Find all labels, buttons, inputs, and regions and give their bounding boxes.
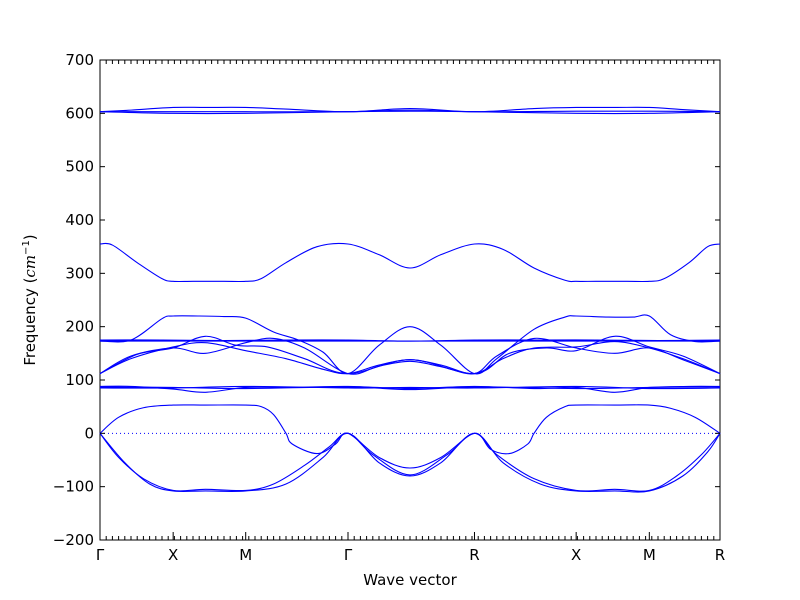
band-line-1 [99,106,721,113]
band-line-13 [99,385,721,390]
band-line-7 [99,339,721,342]
band-series-group [99,106,721,493]
x-tick-label: M [239,546,252,564]
y-tick-label: 200 [65,318,94,336]
band-line-9 [99,337,721,375]
y-tick-label: 0 [84,424,94,442]
band-line-5 [99,314,721,375]
band-line-11 [99,385,721,393]
x-tick-label: Γ [344,546,353,564]
y-tick-label: 600 [65,104,94,122]
y-tick-label: 300 [65,264,94,282]
band-line-4 [99,242,721,283]
x-tick-label: X [571,546,581,564]
x-tick-label: Γ [96,546,105,564]
band-line-16 [99,432,721,493]
y-tick-label: −100 [53,478,94,496]
band-line-8 [99,341,721,375]
y-axis-title: Frequency (cm−1) [21,234,39,365]
band-line-2 [99,110,721,115]
y-tick-label: −200 [53,531,94,549]
band-line-15 [99,432,721,492]
x-tick-label: M [643,546,656,564]
x-tick-label: R [469,546,479,564]
x-tick-label: R [715,546,725,564]
y-tick-label: 100 [65,371,94,389]
y-tick-label: 700 [65,51,94,69]
y-tick-label: 400 [65,211,94,229]
x-axis-title: Wave vector [363,571,457,589]
x-tick-label: X [168,546,178,564]
y-tick-label: 500 [65,158,94,176]
band-line-10 [99,335,721,375]
y-axis: −200 −100 0 100 200 300 400 500 600 700 [53,51,720,549]
band-line-14 [99,404,721,469]
band-line-3 [100,109,721,113]
